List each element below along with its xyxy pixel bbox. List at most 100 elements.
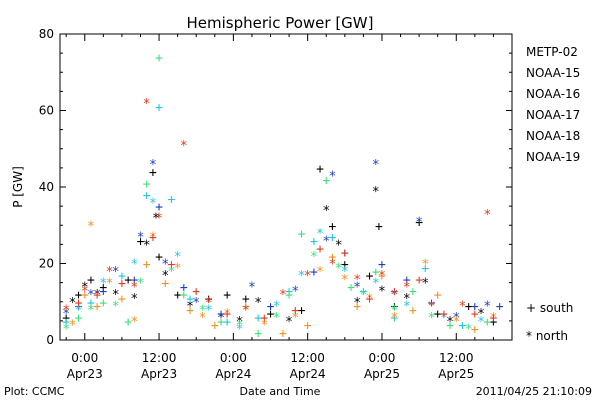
data-point-noaa-19: * (403, 280, 411, 295)
data-point-noaa-16: + (285, 284, 293, 299)
data-point-metp-02: * (403, 292, 411, 307)
data-point-metp-02: + (99, 280, 107, 295)
plot-timestamp: 2011/04/25 21:10:09 (476, 385, 592, 398)
legend-entry-noaa-17: NOAA-17 (526, 108, 580, 122)
data-point-noaa-16: + (87, 296, 95, 311)
data-point-noaa-19: * (180, 139, 188, 154)
marker-legend-south: + south (526, 301, 573, 315)
x-tick-time-label: 12:00 (142, 351, 177, 365)
y-tick-label: 40 (39, 180, 54, 194)
data-point-noaa-17: * (273, 311, 281, 326)
data-point-noaa-17: + (322, 173, 330, 188)
data-point-noaa-19: * (106, 265, 114, 280)
data-point-noaa-16: + (155, 101, 163, 116)
data-point-noaa-18: + (329, 250, 337, 265)
data-point-noaa-18: * (260, 319, 268, 334)
data-point-noaa-16: * (440, 311, 448, 326)
data-point-noaa-15: + (130, 273, 138, 288)
data-point-noaa-18: + (143, 258, 151, 273)
data-point-metp-02: + (415, 215, 423, 230)
data-point-noaa-18: + (471, 323, 479, 338)
data-point-noaa-16: * (298, 269, 306, 284)
data-point-noaa-17: * (465, 323, 473, 338)
data-point-noaa-19: * (143, 97, 151, 112)
data-point-metp-02: + (87, 273, 95, 288)
data-point-noaa-17: * (62, 323, 70, 338)
data-point-metp-02: + (149, 166, 157, 181)
data-point-noaa-18: * (390, 311, 398, 326)
data-point-noaa-15: + (180, 280, 188, 295)
data-point-noaa-17: + (254, 326, 262, 341)
data-point-noaa-19: * (378, 269, 386, 284)
data-point-metp-02: * (93, 288, 101, 303)
data-point-noaa-17: * (87, 303, 95, 318)
data-point-metp-02: + (137, 235, 145, 250)
data-point-noaa-16: * (372, 277, 380, 292)
data-point-metp-02: * (285, 315, 293, 330)
data-point-noaa-15: * (390, 288, 398, 303)
data-point-noaa-16: * (341, 265, 349, 280)
data-point-noaa-18: * (130, 315, 138, 330)
data-point-noaa-19: * (130, 280, 138, 295)
data-point-noaa-16: * (273, 300, 281, 315)
data-point-noaa-17: + (372, 265, 380, 280)
data-point-noaa-18: + (304, 319, 312, 334)
legend-entry-metp-02: METP-02 (526, 45, 578, 59)
plot-credit: Plot: CCMC (4, 385, 65, 398)
data-point-noaa-17: + (155, 51, 163, 66)
data-point-noaa-18: * (490, 311, 498, 326)
data-point-noaa-19: + (471, 307, 479, 322)
data-point-noaa-19: + (93, 288, 101, 303)
data-point-noaa-16: + (143, 189, 151, 204)
data-point-noaa-15: * (415, 215, 423, 230)
data-point-noaa-16: * (75, 303, 83, 318)
legend-entry-noaa-18: NOAA-18 (526, 129, 580, 143)
data-point-noaa-17: * (310, 250, 318, 265)
data-point-noaa-16: * (236, 323, 244, 338)
data-point-noaa-19: + (316, 242, 324, 257)
data-point-noaa-19: * (242, 303, 250, 318)
x-tick-date-label: Apr24 (290, 367, 326, 381)
data-point-noaa-17: + (298, 227, 306, 242)
data-point-noaa-15: + (267, 300, 275, 315)
data-point-metp-02: * (353, 296, 361, 311)
data-point-noaa-18: + (409, 303, 417, 318)
data-point-noaa-19: + (490, 311, 498, 326)
data-point-noaa-18: + (434, 288, 442, 303)
data-point-noaa-19: * (428, 300, 436, 315)
series-legend: METP-02 NOAA-15 NOAA-16 NOAA-17 NOAA-18 NOAA-… (526, 45, 580, 164)
data-point-noaa-18: * (198, 311, 206, 326)
data-point-noaa-18: + (211, 319, 219, 334)
data-points: +*+*+*+*+*+*+*+*+*+*+*+ *+*++*+*+*+*+*+*+… (62, 51, 503, 341)
data-point-noaa-16: * (174, 250, 182, 265)
data-point-metp-02: * (322, 204, 330, 219)
data-point-noaa-17: * (390, 303, 398, 318)
data-point-metp-02: * (161, 269, 169, 284)
data-point-noaa-18: + (118, 292, 126, 307)
data-point-noaa-15: * (62, 307, 70, 322)
data-point-metp-02: + (316, 162, 324, 177)
y-tick-label: 20 (39, 257, 54, 271)
data-point-noaa-15: * (452, 311, 460, 326)
data-point-noaa-15: + (428, 296, 436, 311)
data-point-noaa-15: * (291, 284, 299, 299)
data-point-noaa-15: + (99, 284, 107, 299)
data-point-noaa-19: + (149, 231, 157, 246)
data-point-noaa-18: * (223, 307, 231, 322)
data-point-noaa-15: + (403, 273, 411, 288)
data-point-noaa-19: * (205, 296, 213, 311)
data-point-noaa-18: * (366, 292, 374, 307)
data-point-noaa-19: + (415, 273, 423, 288)
data-point-noaa-17: * (428, 311, 436, 326)
data-point-metp-02: * (477, 307, 485, 322)
x-tick-date-label: Apr23 (67, 367, 103, 381)
data-point-noaa-15: + (75, 300, 83, 315)
data-point-noaa-16: * (130, 258, 138, 273)
data-point-noaa-15: * (161, 258, 169, 273)
data-point-metp-02: + (174, 288, 182, 303)
data-point-noaa-18: + (242, 300, 250, 315)
data-point-noaa-17: + (217, 315, 225, 330)
data-point-noaa-19: * (329, 258, 337, 273)
data-point-noaa-16: * (477, 315, 485, 330)
